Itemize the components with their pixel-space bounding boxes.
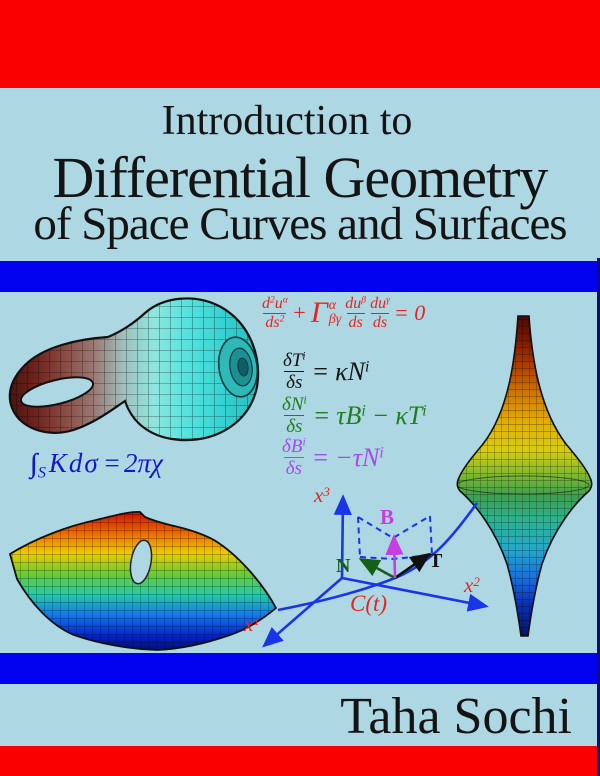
x3-axis-label: x3 (314, 483, 330, 507)
binormal-vector-label: B (380, 505, 395, 529)
binormal-vector (385, 534, 404, 579)
title-line-2: Differential Geometry (52, 145, 549, 210)
lower-blue-bar (0, 653, 600, 684)
normal-vector-label: N (336, 555, 351, 577)
x1-axis (262, 577, 343, 648)
frenet-binormal-equation: δBi δs = −τNi (282, 436, 384, 480)
klein-bottle-figure (8, 297, 260, 442)
fraction: duβ ds (345, 294, 367, 331)
normal-vector (358, 558, 396, 580)
geodesic-equation: d2uα ds2 + Γ α βγ duβ ds duγ ds = 0 (262, 294, 426, 331)
right-edge-strip (597, 258, 600, 776)
x3-axis (333, 494, 352, 579)
frenet-tangent-equation: δTi δs = κNi (283, 350, 370, 394)
tangent-vector-label: T (429, 550, 443, 572)
bottom-red-band (0, 746, 600, 776)
gauss-bonnet-equation: ∫∫S Kdσ = 2πχ (30, 448, 163, 482)
fraction: duγ ds (370, 294, 390, 331)
fraction: d2uα ds2 (262, 294, 288, 331)
frenet-normal-equation: δNi δs = τBi − κTi (282, 394, 427, 438)
x2-axis (341, 576, 489, 612)
tangent-vector (394, 552, 432, 580)
x1-axis-label: x1 (244, 612, 260, 636)
x2-axis-label: x2 (464, 573, 480, 597)
title-line-1: Introduction to (161, 98, 413, 144)
spinning-top-surface-figure (456, 315, 593, 637)
upper-blue-bar (0, 261, 600, 292)
dashed-plane-box (357, 515, 433, 561)
top-red-band (0, 0, 600, 88)
frenet-frame-diagram (262, 494, 489, 648)
curve-label: C(t) (350, 591, 388, 616)
twisted-saddle-surface-figure (8, 510, 278, 651)
author-name: Taha Sochi (340, 688, 572, 745)
title-line-3: of Space Curves and Surfaces (33, 198, 567, 250)
christoffel-symbol: Γ α βγ (310, 296, 342, 330)
